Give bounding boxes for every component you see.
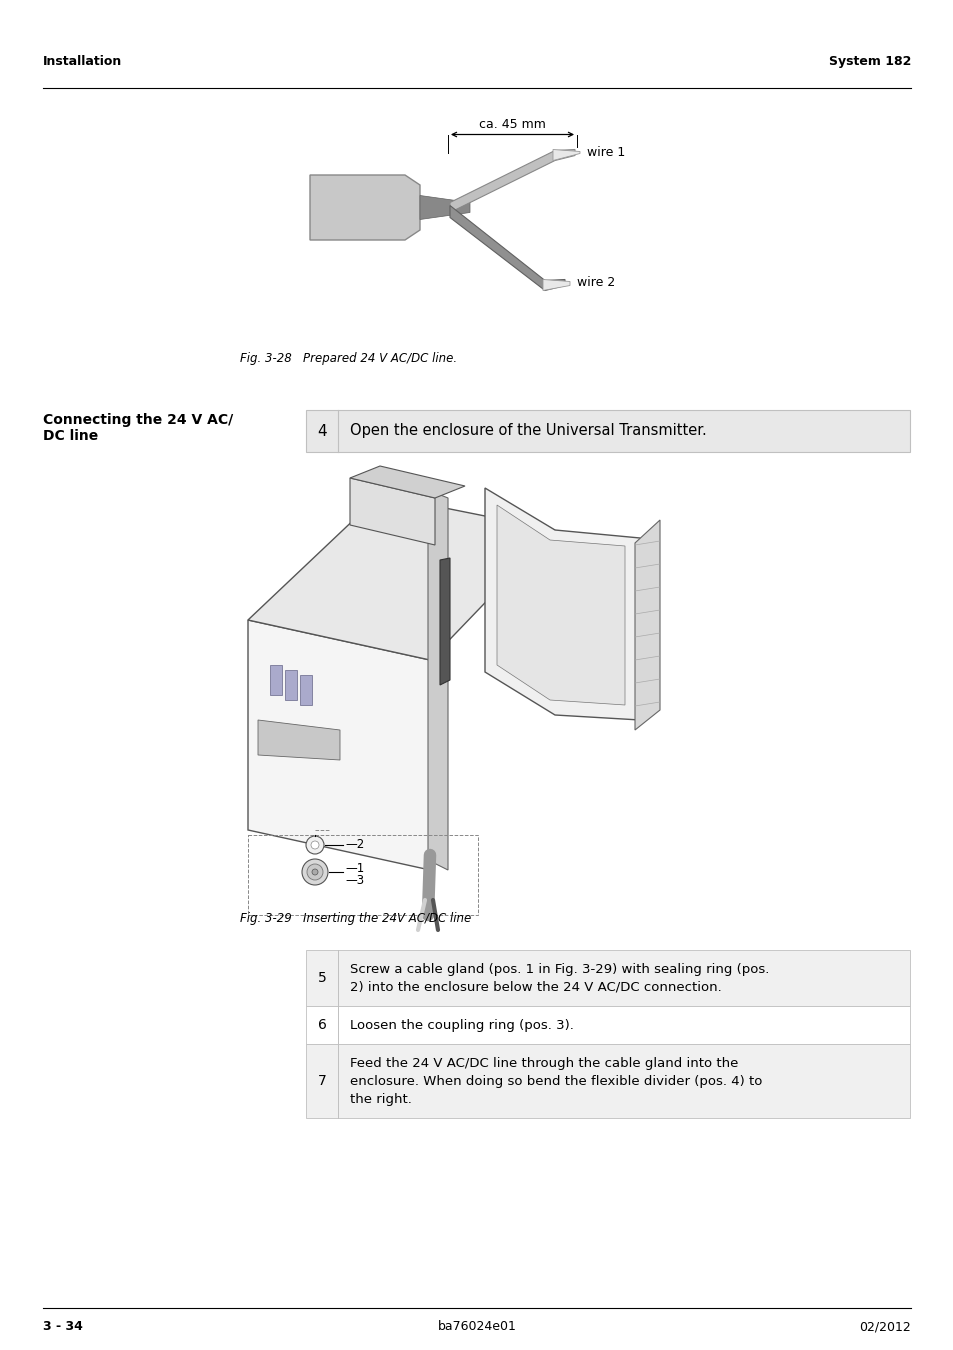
FancyBboxPatch shape	[306, 1044, 909, 1118]
FancyBboxPatch shape	[299, 675, 312, 705]
Text: Open the enclosure of the Universal Transmitter.: Open the enclosure of the Universal Tran…	[350, 424, 706, 439]
Text: ca. 45 mm: ca. 45 mm	[478, 117, 545, 131]
Text: wire 2: wire 2	[577, 275, 615, 289]
Text: DC line: DC line	[43, 429, 98, 443]
Text: Fig. 3-29   Inserting the 24V AC/DC line: Fig. 3-29 Inserting the 24V AC/DC line	[240, 913, 471, 925]
Polygon shape	[635, 520, 659, 730]
Text: Connecting the 24 V AC/: Connecting the 24 V AC/	[43, 413, 233, 427]
Polygon shape	[542, 279, 569, 290]
Polygon shape	[450, 150, 575, 212]
Text: 02/2012: 02/2012	[859, 1320, 910, 1332]
Text: ba76024e01: ba76024e01	[437, 1320, 516, 1332]
Text: 7: 7	[317, 1075, 326, 1088]
Text: the right.: the right.	[350, 1092, 412, 1106]
Text: Installation: Installation	[43, 55, 122, 68]
Text: wire 1: wire 1	[586, 146, 624, 159]
Circle shape	[307, 864, 323, 880]
Text: 5: 5	[317, 971, 326, 986]
Text: 6: 6	[317, 1018, 326, 1031]
Text: Feed the 24 V AC/DC line through the cable gland into the: Feed the 24 V AC/DC line through the cab…	[350, 1057, 738, 1069]
Polygon shape	[428, 490, 448, 869]
Polygon shape	[350, 466, 464, 498]
Polygon shape	[439, 558, 450, 684]
Polygon shape	[553, 150, 579, 161]
Text: System 182: System 182	[828, 55, 910, 68]
Text: 2) into the enclosure below the 24 V AC/DC connection.: 2) into the enclosure below the 24 V AC/…	[350, 980, 721, 994]
Text: 4: 4	[316, 424, 327, 439]
Polygon shape	[257, 720, 339, 760]
Polygon shape	[248, 620, 430, 869]
Polygon shape	[419, 196, 470, 220]
Polygon shape	[450, 205, 564, 290]
FancyBboxPatch shape	[306, 410, 909, 452]
Polygon shape	[497, 505, 624, 705]
Polygon shape	[248, 495, 555, 660]
Circle shape	[312, 869, 317, 875]
Circle shape	[306, 836, 324, 855]
FancyBboxPatch shape	[306, 1006, 909, 1044]
FancyBboxPatch shape	[306, 950, 909, 1006]
Circle shape	[311, 841, 318, 849]
Polygon shape	[484, 487, 639, 720]
FancyBboxPatch shape	[270, 666, 282, 695]
Text: enclosure. When doing so bend the flexible divider (pos. 4) to: enclosure. When doing so bend the flexib…	[350, 1075, 761, 1088]
Text: 3 - 34: 3 - 34	[43, 1320, 83, 1332]
Text: —1: —1	[345, 861, 364, 875]
Text: Screw a cable gland (pos. 1 in Fig. 3-29) with sealing ring (pos.: Screw a cable gland (pos. 1 in Fig. 3-29…	[350, 963, 768, 976]
Text: —3: —3	[345, 873, 364, 887]
Text: Loosen the coupling ring (pos. 3).: Loosen the coupling ring (pos. 3).	[350, 1018, 574, 1031]
Circle shape	[302, 859, 328, 886]
Polygon shape	[310, 176, 419, 240]
Text: —2: —2	[345, 838, 364, 852]
Polygon shape	[350, 478, 435, 545]
FancyBboxPatch shape	[285, 670, 296, 701]
Text: Fig. 3-28   Prepared 24 V AC/DC line.: Fig. 3-28 Prepared 24 V AC/DC line.	[240, 352, 456, 365]
